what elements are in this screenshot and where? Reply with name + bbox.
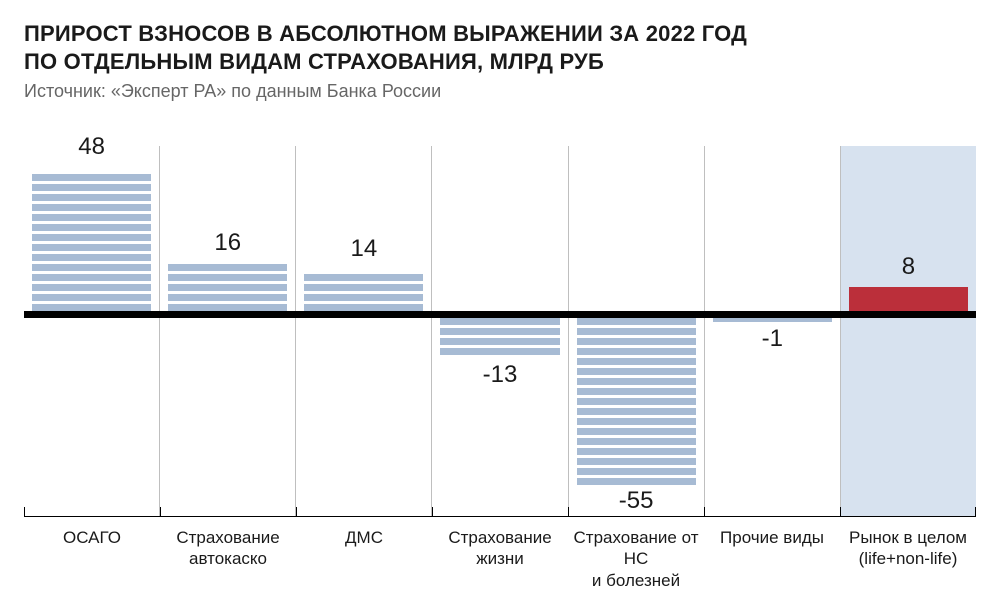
category-label: Страхованиеавтокаско (160, 516, 296, 591)
value-label: -13 (432, 361, 567, 389)
value-label: 8 (841, 253, 976, 281)
final-column-bg (841, 146, 976, 516)
chart-column: -55 (569, 146, 705, 516)
bar (440, 318, 559, 355)
plot: 481614 -13 -55 -1 8 (24, 146, 976, 516)
chart-column: -1 (705, 146, 841, 516)
bar (32, 174, 151, 311)
chart-column: 48 (24, 146, 160, 516)
zero-axis-line (24, 311, 976, 318)
category-label: Прочие виды (704, 516, 840, 591)
value-label: 14 (296, 235, 431, 263)
category-label: Страхование отНСи болезней (568, 516, 704, 591)
bars-container: 481614 -13 -55 -1 8 (24, 146, 976, 516)
bar (577, 318, 696, 485)
value-label: -1 (705, 325, 840, 353)
category-labels-row: ОСАГОСтрахованиеавтокаскоДМССтрахованиеж… (24, 516, 976, 591)
value-label: 48 (24, 133, 159, 161)
chart-column: 8 (841, 146, 976, 516)
chart-column: 14 (296, 146, 432, 516)
value-label: -55 (569, 487, 704, 515)
category-label: Страхованиежизни (432, 516, 568, 591)
title-line-2: ПО ОТДЕЛЬНЫМ ВИДАМ СТРАХОВАНИЯ, МЛРД РУБ (24, 48, 976, 76)
chart-title: ПРИРОСТ ВЗНОСОВ В АБСОЛЮТНОМ ВЫРАЖЕНИИ З… (24, 20, 976, 75)
bar (849, 287, 968, 311)
value-label: 16 (160, 229, 295, 257)
category-label: ДМС (296, 516, 432, 591)
bar (304, 274, 423, 311)
chart-column: -13 (432, 146, 568, 516)
bar (713, 318, 832, 322)
bar (168, 264, 287, 311)
chart-column: 16 (160, 146, 296, 516)
category-label: Рынок в целом(life+non-life) (840, 516, 976, 591)
chart-area: 481614 -13 -55 -1 8 ОСАГОСтрахованиеавтокаск… (24, 146, 976, 616)
category-label: ОСАГО (24, 516, 160, 591)
title-line-1: ПРИРОСТ ВЗНОСОВ В АБСОЛЮТНОМ ВЫРАЖЕНИИ З… (24, 20, 976, 48)
source-text: Источник: «Эксперт РА» по данным Банка Р… (24, 81, 976, 102)
